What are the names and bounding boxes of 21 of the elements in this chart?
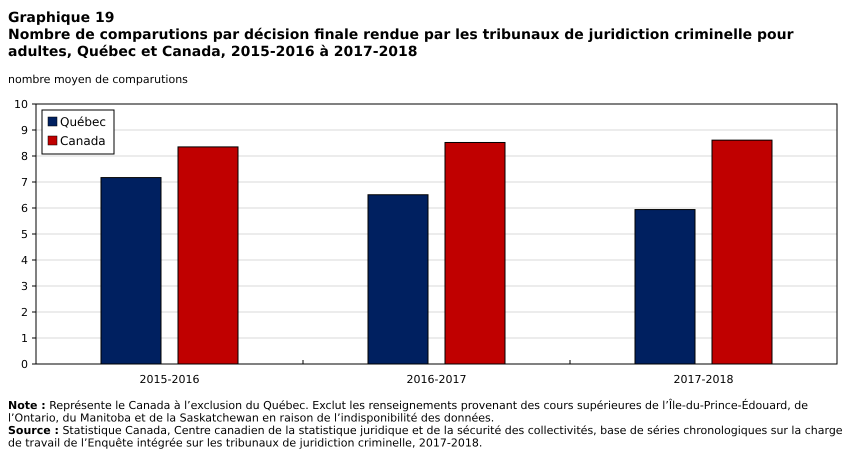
y-tick-label: 6 <box>21 202 28 215</box>
y-tick-label: 2 <box>21 306 28 319</box>
y-axis-title: nombre moyen de comparutions <box>8 73 188 86</box>
legend-label: Canada <box>60 134 106 148</box>
chart-subtitle: Nombre de comparutions par décision finale rendue par les tribunaux de juridiction criminelle pour adultes, Québec et Canada, 2015-2016 à 2017-2018 <box>8 27 794 60</box>
y-tick-label: 1 <box>21 332 28 345</box>
x-tick-label: 2015-2016 <box>140 373 200 386</box>
legend-label: Québec <box>60 115 106 129</box>
y-tick-label: 3 <box>21 280 28 293</box>
chart-title: Graphique 19 <box>8 10 114 26</box>
x-tick-label: 2016-2017 <box>406 373 466 386</box>
y-tick-label: 9 <box>21 124 28 137</box>
y-tick-label: 4 <box>21 254 28 267</box>
y-tick-label: 8 <box>21 150 28 163</box>
y-tick-label: 0 <box>21 358 28 371</box>
text: Note : Représente le Canada à l’exclusion du Québec. Exclut les renseignements provenant des cours supérieures de l’Île-du-Prince-Édouard, de l’Ontario, du Manitoba et de la Saskatchewan en raison de l’indisponibilité des données. <box>8 398 808 424</box>
y-tick-label: 7 <box>21 176 28 189</box>
y-tick-label: 10 <box>14 98 28 111</box>
y-tick-label: 5 <box>21 228 28 241</box>
source-note: Source : Statistique Canada, Centre canadien de la statistique juridique et de la sécurité des collectivités, base de séries chronologiques sur la charge de travail de l’Enquête intégrée sur les tribunaux de juridiction criminelle, 2017-2018. <box>8 424 843 450</box>
x-tick-label: 2017-2018 <box>674 373 734 386</box>
